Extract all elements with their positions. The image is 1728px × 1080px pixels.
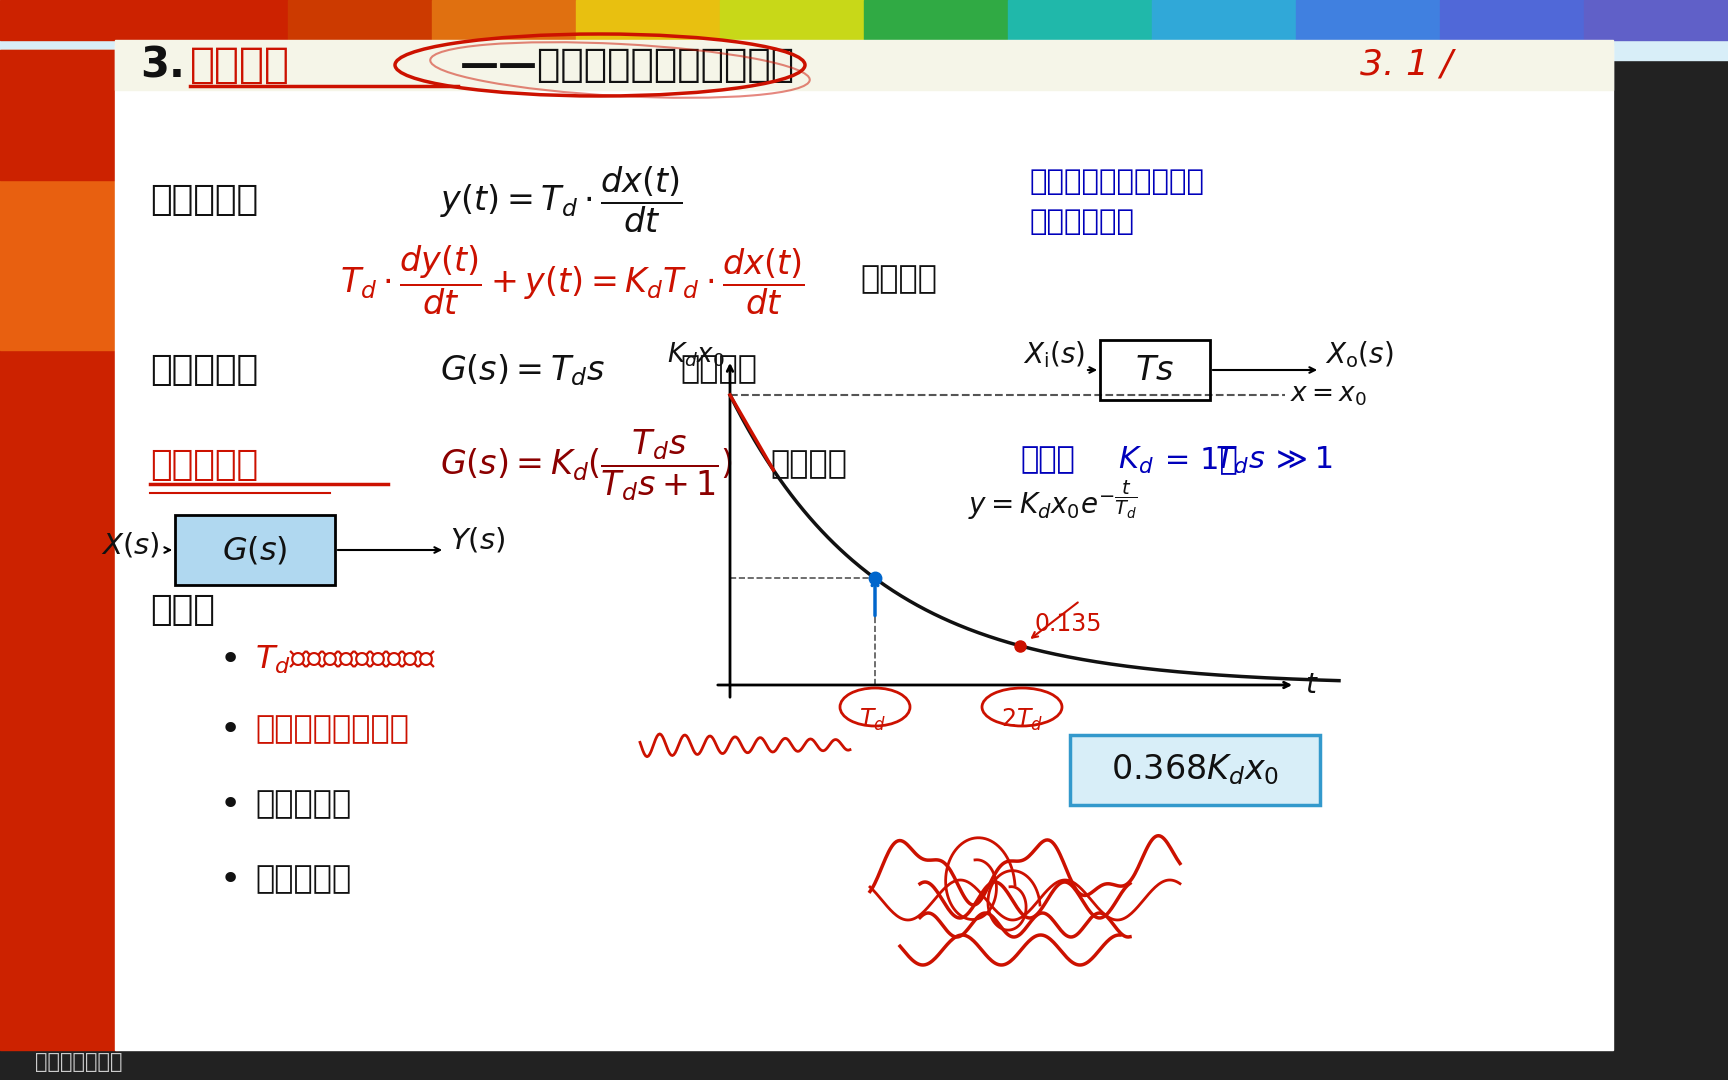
Bar	[175, 515, 335, 585]
Bar	[1296, 0, 1441, 40]
Text: $Y(s)$: $Y(s)$	[449, 526, 505, 554]
Text: $X_{\rm o}(s)$: $X_{\rm o}(s)$	[1325, 339, 1393, 370]
Bar	[1153, 0, 1298, 40]
Text: 特点：: 特点：	[150, 593, 214, 627]
Bar	[0, 0, 1728, 60]
Text: $y = K_d x_0 e^{-\dfrac{t}{T_d}}$: $y = K_d x_0 e^{-\dfrac{t}{T_d}}$	[968, 478, 1137, 523]
Text: $K_d$: $K_d$	[1118, 445, 1154, 475]
Text: 1: 1	[1305, 445, 1334, 474]
Bar	[1101, 340, 1210, 400]
Text: 思考当: 思考当	[1020, 445, 1075, 474]
Text: $X_{\rm i}(s)$: $X_{\rm i}(s)$	[1023, 339, 1085, 370]
Text: 3. 1 /: 3. 1 /	[1360, 48, 1453, 82]
Text: $T_d$决定了微分作用时间: $T_d$决定了微分作用时间	[256, 644, 437, 676]
Text: 反映输入的变化趋势；: 反映输入的变化趋势；	[1030, 168, 1204, 195]
Text: 用于反馈校正: 用于反馈校正	[1030, 208, 1135, 237]
Text: $x=x_0$: $x=x_0$	[1291, 382, 1367, 408]
Bar	[432, 0, 577, 40]
Text: $G(s) = T_d s$: $G(s) = T_d s$	[441, 352, 605, 388]
Text: $T_d \cdot \dfrac{dy(t)}{dt} + y(t) = K_d T_d \cdot \dfrac{dx(t)}{dt}$: $T_d \cdot \dfrac{dy(t)}{dt} + y(t) = K_…	[340, 243, 804, 316]
Text: $2T_d$: $2T_d$	[1001, 707, 1044, 733]
Text: 微分环节: 微分环节	[190, 44, 290, 86]
Text: = 1，: = 1，	[1154, 445, 1237, 474]
Bar	[1070, 735, 1320, 805]
Text: •: •	[219, 643, 240, 677]
Text: 增加阻尼；: 增加阻尼；	[256, 789, 351, 821]
Text: $X(s)$: $X(s)$	[102, 530, 161, 559]
Text: （一阶）: （一阶）	[861, 265, 937, 296]
Bar	[1585, 0, 1728, 40]
Text: 传递函数：: 传递函数：	[150, 353, 257, 387]
Bar	[575, 0, 722, 40]
Text: 阶跃响应：: 阶跃响应：	[150, 448, 257, 482]
Bar	[864, 0, 1009, 40]
Bar	[1439, 0, 1586, 40]
Text: •: •	[219, 713, 240, 747]
Text: 0.135: 0.135	[1035, 611, 1102, 636]
Bar	[0, 0, 145, 40]
Bar	[116, 45, 1612, 1050]
Text: $T_d$: $T_d$	[859, 707, 885, 733]
Text: 强化噪声。: 强化噪声。	[256, 864, 351, 895]
Text: $K_d x_0$: $K_d x_0$	[667, 341, 726, 369]
Bar	[143, 0, 290, 40]
Text: 航飞的屏幕共享: 航飞的屏幕共享	[35, 1052, 123, 1072]
Text: $G(s) = K_d(\dfrac{T_d s}{T_d s+1})$: $G(s) = K_d(\dfrac{T_d s}{T_d s+1})$	[441, 427, 733, 503]
Bar	[0, 50, 118, 350]
Text: 3.: 3.	[140, 44, 185, 86]
Text: 动态方程：: 动态方程：	[150, 183, 257, 217]
Text: （实际）: （实际）	[771, 449, 847, 481]
Text: $t$: $t$	[1305, 671, 1318, 699]
Text: ——输出正比于输入的变化率: ——输出正比于输入的变化率	[460, 46, 795, 84]
Text: •: •	[219, 788, 240, 822]
Text: $T_d s$: $T_d s$	[1215, 445, 1265, 475]
Bar	[721, 0, 866, 40]
Text: （理想）: （理想）	[681, 354, 757, 386]
Text: $G(s)$: $G(s)$	[223, 534, 289, 566]
Text: $Ts$: $Ts$	[1135, 353, 1175, 387]
Text: $\gg$: $\gg$	[1270, 445, 1308, 474]
Bar	[116, 40, 1612, 90]
Text: 一般不能单独存在: 一般不能单独存在	[256, 715, 410, 745]
Bar	[289, 0, 434, 40]
Text: $y(t) = T_d \cdot \dfrac{dx(t)}{dt}$: $y(t) = T_d \cdot \dfrac{dx(t)}{dt}$	[441, 165, 683, 235]
Text: $0.368K_d x_0$: $0.368K_d x_0$	[1111, 753, 1279, 787]
Bar	[0, 50, 118, 180]
Bar	[1007, 0, 1154, 40]
Text: •: •	[219, 863, 240, 897]
Bar	[0, 350, 118, 1050]
